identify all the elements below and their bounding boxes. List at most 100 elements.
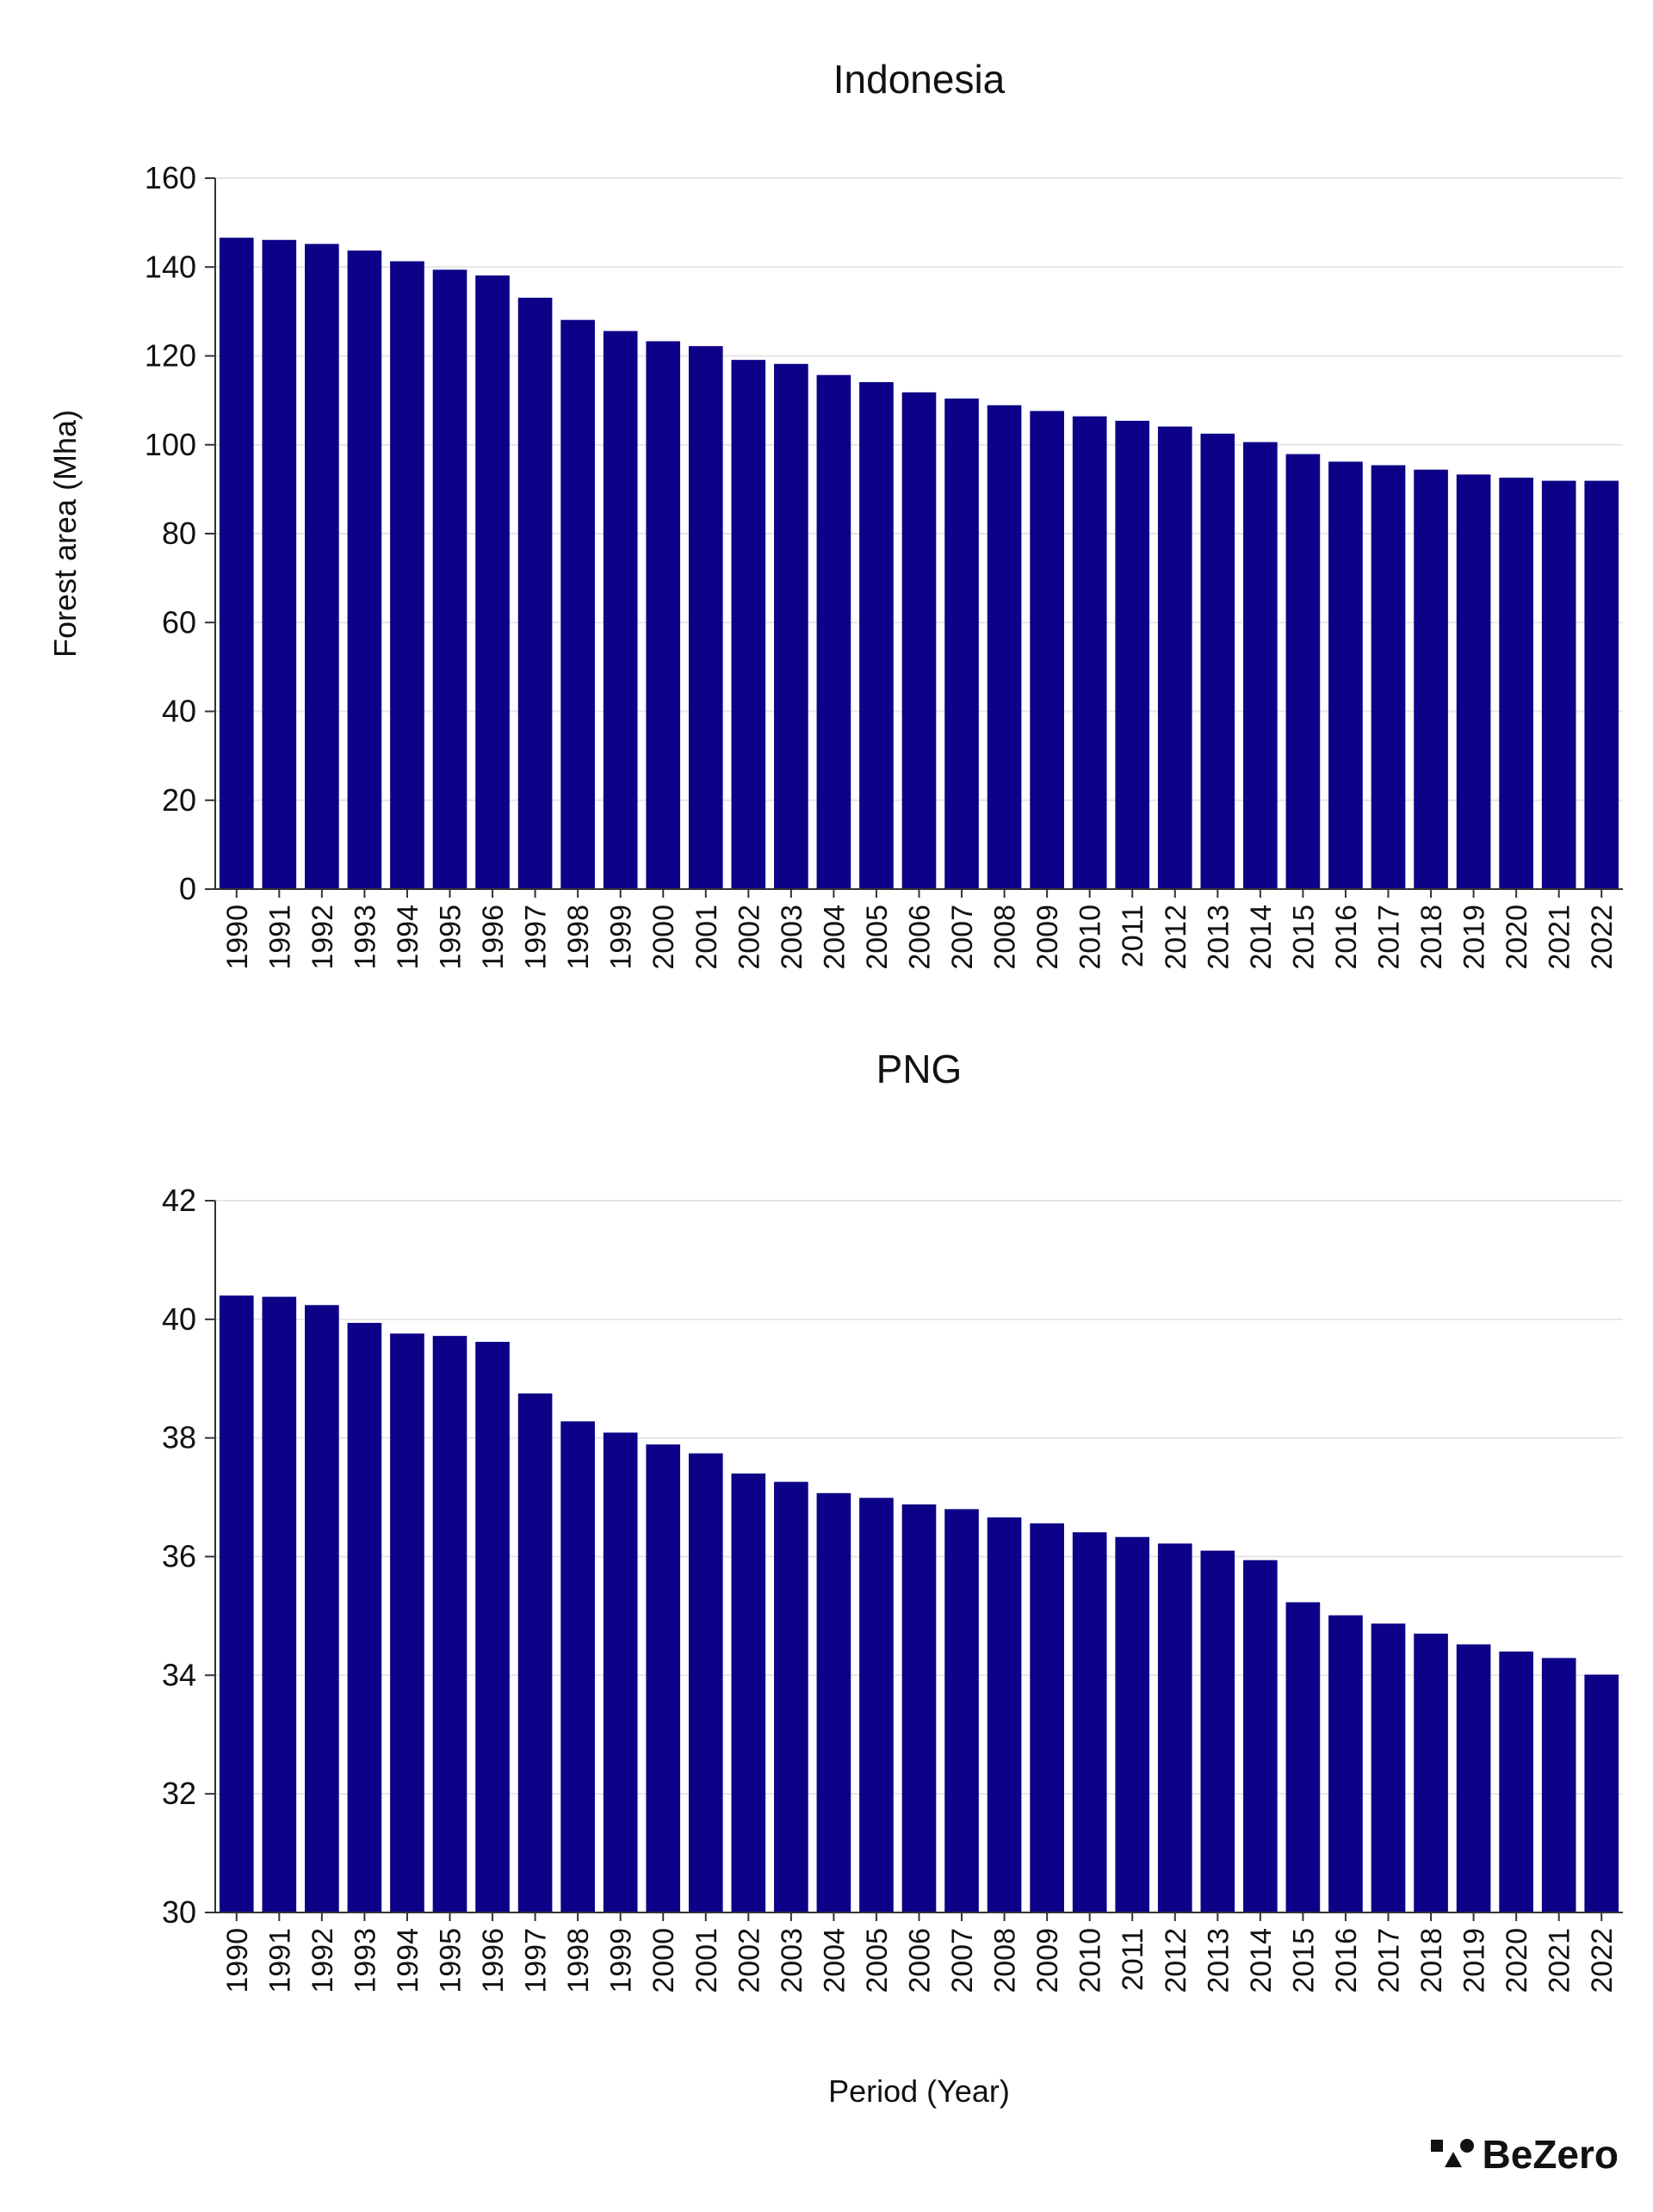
x-tick-label: 2006: [904, 1928, 937, 1993]
bar-2001: [688, 1453, 723, 1912]
y-tick-label: 100: [145, 427, 196, 462]
x-tick-label: 2022: [1586, 905, 1619, 970]
bar-2014: [1243, 1560, 1278, 1912]
x-tick-label: 1992: [306, 905, 339, 970]
x-tick-label: 1991: [263, 1928, 296, 1993]
bar-1991: [262, 239, 297, 889]
bar-2005: [859, 1498, 894, 1912]
bar-1996: [475, 1342, 510, 1912]
y-tick-label: 34: [162, 1657, 196, 1692]
x-tick-label: 2005: [861, 905, 894, 970]
bar-2003: [774, 363, 808, 890]
x-tick-label: 1998: [562, 1928, 595, 1993]
x-tick-label: 2011: [1117, 1928, 1149, 1991]
x-tick-label: 1990: [221, 905, 254, 970]
y-tick-label: 32: [162, 1776, 196, 1811]
x-tick-label: 2010: [1074, 905, 1107, 970]
x-tick-label: 2012: [1160, 1928, 1192, 1993]
bar-1994: [390, 261, 424, 889]
x-tick-label: 2017: [1373, 905, 1406, 970]
x-tick-label: 2000: [647, 1928, 680, 1993]
x-tick-label: 2008: [989, 1928, 1022, 1993]
x-tick-label: 1990: [221, 1928, 254, 1993]
bar-2013: [1200, 433, 1235, 889]
bar-1995: [432, 269, 467, 889]
x-tick-label: 2017: [1373, 1928, 1406, 1993]
x-tick-label: 1995: [435, 905, 467, 970]
bar-2009: [1030, 411, 1064, 889]
x-tick-label: 2013: [1202, 905, 1235, 970]
bar-2005: [859, 381, 894, 889]
x-tick-label: 1997: [520, 1928, 553, 1993]
x-tick-label: 2009: [1031, 905, 1064, 970]
x-tick-label: 2014: [1245, 905, 1278, 970]
bar-2021: [1541, 1658, 1576, 1912]
x-tick-label: 1994: [392, 1928, 424, 1993]
bar-1992: [305, 1305, 339, 1912]
x-tick-label: 2018: [1415, 1928, 1448, 1993]
bar-2011: [1115, 420, 1150, 889]
x-tick-label: 2018: [1415, 905, 1448, 970]
x-tick-label: 2015: [1287, 1928, 1320, 1993]
bar-1999: [603, 331, 638, 890]
bar-2015: [1285, 1602, 1321, 1912]
x-tick-label: 2011: [1117, 905, 1149, 967]
y-tick-label: 38: [162, 1420, 196, 1455]
bar-2004: [816, 1492, 851, 1912]
bezero-logo: BeZero: [1429, 2131, 1619, 2178]
bar-1997: [517, 297, 553, 890]
bar-2002: [731, 360, 766, 889]
bar-2007: [944, 1509, 979, 1912]
bar-2017: [1371, 1623, 1406, 1912]
y-tick-label: 40: [162, 694, 196, 729]
bar-2009: [1030, 1523, 1064, 1912]
bar-2019: [1456, 474, 1491, 889]
chart-panel-1: Indonesia 0 20 40 60 80 100 120 140 160 1990 1991 19…: [47, 57, 1623, 970]
bar-1999: [603, 1432, 638, 1912]
bar-1990: [219, 1295, 254, 1912]
bar-2010: [1072, 416, 1107, 890]
x-tick-label: 2003: [776, 1928, 808, 1993]
x-tick-label: 1997: [520, 905, 553, 970]
bar-2016: [1328, 1615, 1363, 1912]
y-tick-label: 160: [145, 160, 196, 195]
bar-2018: [1414, 469, 1448, 889]
bar-2011: [1115, 1536, 1150, 1912]
bar-2003: [774, 1481, 808, 1912]
x-tick-label: 2019: [1458, 905, 1491, 970]
bar-2019: [1456, 1644, 1491, 1912]
x-tick-label: 1998: [562, 905, 595, 970]
y-tick-label: 42: [162, 1183, 196, 1218]
bar-2013: [1200, 1550, 1235, 1912]
x-tick-label: 1993: [349, 905, 381, 970]
x-tick-label: 2004: [818, 905, 851, 970]
x-tick-label: 2020: [1501, 905, 1533, 970]
bar-2022: [1584, 480, 1619, 889]
bar-1996: [475, 275, 510, 890]
x-tick-label: 2019: [1458, 1928, 1491, 1993]
bar-2020: [1499, 477, 1533, 889]
x-tick-label: 2004: [818, 1928, 851, 1993]
bar-1994: [390, 1333, 424, 1912]
x-tick-label: 1995: [435, 1928, 467, 1993]
y-tick-label: 20: [162, 782, 196, 818]
x-tick-label: 1999: [605, 1928, 638, 1993]
bar-1992: [305, 244, 339, 889]
bezero-logo-icon: [1430, 2139, 1474, 2167]
y-tick-label: 36: [162, 1539, 196, 1574]
bar-1998: [560, 1421, 595, 1912]
x-tick-label: 2001: [690, 905, 723, 970]
x-tick-label: 2001: [690, 1928, 723, 1993]
x-tick-label: 2007: [946, 905, 979, 970]
y-tick-label: 30: [162, 1894, 196, 1930]
x-tick-label: 2021: [1544, 905, 1576, 970]
x-tick-label: 2010: [1074, 1928, 1107, 1993]
x-tick-label: 2007: [946, 1928, 979, 1993]
bar-1998: [560, 319, 595, 890]
x-tick-label: 1996: [477, 905, 510, 970]
bar-2012: [1157, 426, 1192, 889]
bar-2000: [646, 341, 681, 889]
chart-title: Indonesia: [833, 57, 1006, 102]
bar-2004: [816, 374, 851, 890]
